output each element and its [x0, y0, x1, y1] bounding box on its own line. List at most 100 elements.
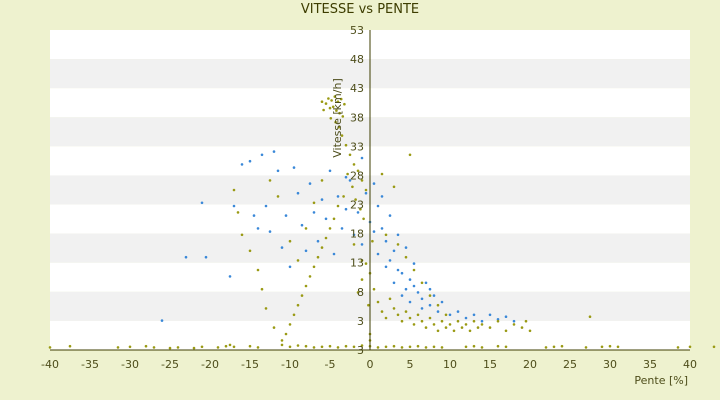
- data-point: [364, 188, 368, 192]
- x-tick-label: -5: [325, 358, 336, 371]
- data-point: [504, 329, 508, 333]
- data-point: [316, 255, 320, 259]
- data-point: [388, 259, 392, 262]
- data-point: [152, 346, 156, 349]
- data-point: [362, 217, 365, 221]
- data-point: [388, 297, 392, 301]
- data-point: [688, 345, 692, 349]
- data-point: [392, 307, 396, 310]
- data-point: [432, 294, 436, 297]
- data-point: [412, 262, 416, 265]
- data-point: [160, 319, 164, 322]
- data-point: [300, 223, 304, 227]
- data-point: [400, 319, 404, 323]
- data-point: [264, 307, 268, 310]
- data-point: [528, 329, 532, 333]
- data-point: [332, 252, 336, 256]
- data-point: [452, 329, 456, 333]
- data-point: [322, 108, 325, 112]
- data-point: [128, 345, 132, 349]
- data-point: [376, 300, 380, 304]
- data-point: [328, 344, 332, 348]
- data-point: [488, 313, 492, 317]
- data-point: [392, 249, 396, 253]
- y-tick-label: 13: [350, 257, 364, 270]
- data-point: [712, 345, 716, 349]
- x-tick-label: 0: [367, 358, 374, 371]
- data-point: [360, 278, 364, 281]
- data-point: [116, 346, 120, 349]
- data-point: [276, 195, 280, 198]
- data-point: [232, 345, 236, 349]
- data-point: [504, 315, 508, 319]
- data-point: [384, 239, 388, 243]
- data-point: [288, 265, 292, 269]
- data-point: [288, 345, 292, 349]
- data-point: [588, 315, 592, 319]
- data-point: [300, 294, 304, 297]
- y-tick-label: 3: [357, 344, 364, 357]
- data-point: [476, 326, 480, 329]
- data-point: [312, 346, 316, 349]
- chart-title: VITESSE vs PENTE: [300, 2, 420, 17]
- data-point: [264, 204, 268, 208]
- data-point: [296, 303, 300, 307]
- data-point: [408, 300, 412, 304]
- data-point: [600, 345, 604, 349]
- data-point: [280, 339, 284, 342]
- data-point: [360, 243, 364, 246]
- data-point: [436, 310, 440, 313]
- data-point: [436, 329, 440, 333]
- data-point: [512, 323, 516, 326]
- data-point: [412, 284, 416, 288]
- data-point: [440, 346, 444, 349]
- data-point: [552, 345, 556, 349]
- data-point: [224, 344, 228, 348]
- data-point: [256, 268, 260, 272]
- data-point: [464, 323, 468, 326]
- data-point: [372, 182, 376, 185]
- data-point: [384, 316, 388, 320]
- data-point: [248, 159, 252, 163]
- y-tick-label: 28: [350, 170, 364, 183]
- data-point: [280, 246, 284, 249]
- data-point: [288, 323, 292, 326]
- data-point: [371, 239, 374, 243]
- data-point: [432, 345, 436, 349]
- data-point: [260, 153, 264, 157]
- data-point: [354, 198, 357, 201]
- y-tick-label: 3: [357, 315, 364, 328]
- data-point: [324, 236, 328, 240]
- data-point: [331, 105, 335, 109]
- data-point: [248, 344, 252, 348]
- data-point: [284, 332, 288, 336]
- data-point: [512, 319, 516, 323]
- data-point: [440, 300, 444, 304]
- data-point: [316, 239, 320, 243]
- data-point: [444, 326, 448, 329]
- data-point: [284, 214, 288, 217]
- data-point: [192, 346, 196, 350]
- y-tick-label: 38: [350, 111, 364, 124]
- data-point: [448, 313, 452, 317]
- data-point: [344, 175, 348, 179]
- data-point: [400, 346, 404, 349]
- y-axis-label: Vitesse [km/h]: [331, 78, 344, 158]
- data-point: [408, 316, 412, 320]
- data-point: [396, 313, 400, 317]
- x-tick-label: -35: [81, 358, 99, 371]
- data-point: [268, 230, 272, 233]
- data-point: [380, 172, 384, 176]
- data-point: [344, 207, 348, 211]
- x-tick-label: -10: [281, 358, 299, 371]
- x-tick-label: 25: [563, 358, 577, 371]
- data-point: [432, 323, 436, 326]
- data-point: [359, 207, 362, 211]
- data-point: [520, 326, 524, 329]
- data-point: [308, 182, 312, 185]
- data-point: [392, 185, 396, 189]
- x-axis-label: Pente [%]: [634, 374, 688, 387]
- data-point: [496, 344, 500, 348]
- data-point: [472, 313, 476, 317]
- data-point: [216, 346, 220, 349]
